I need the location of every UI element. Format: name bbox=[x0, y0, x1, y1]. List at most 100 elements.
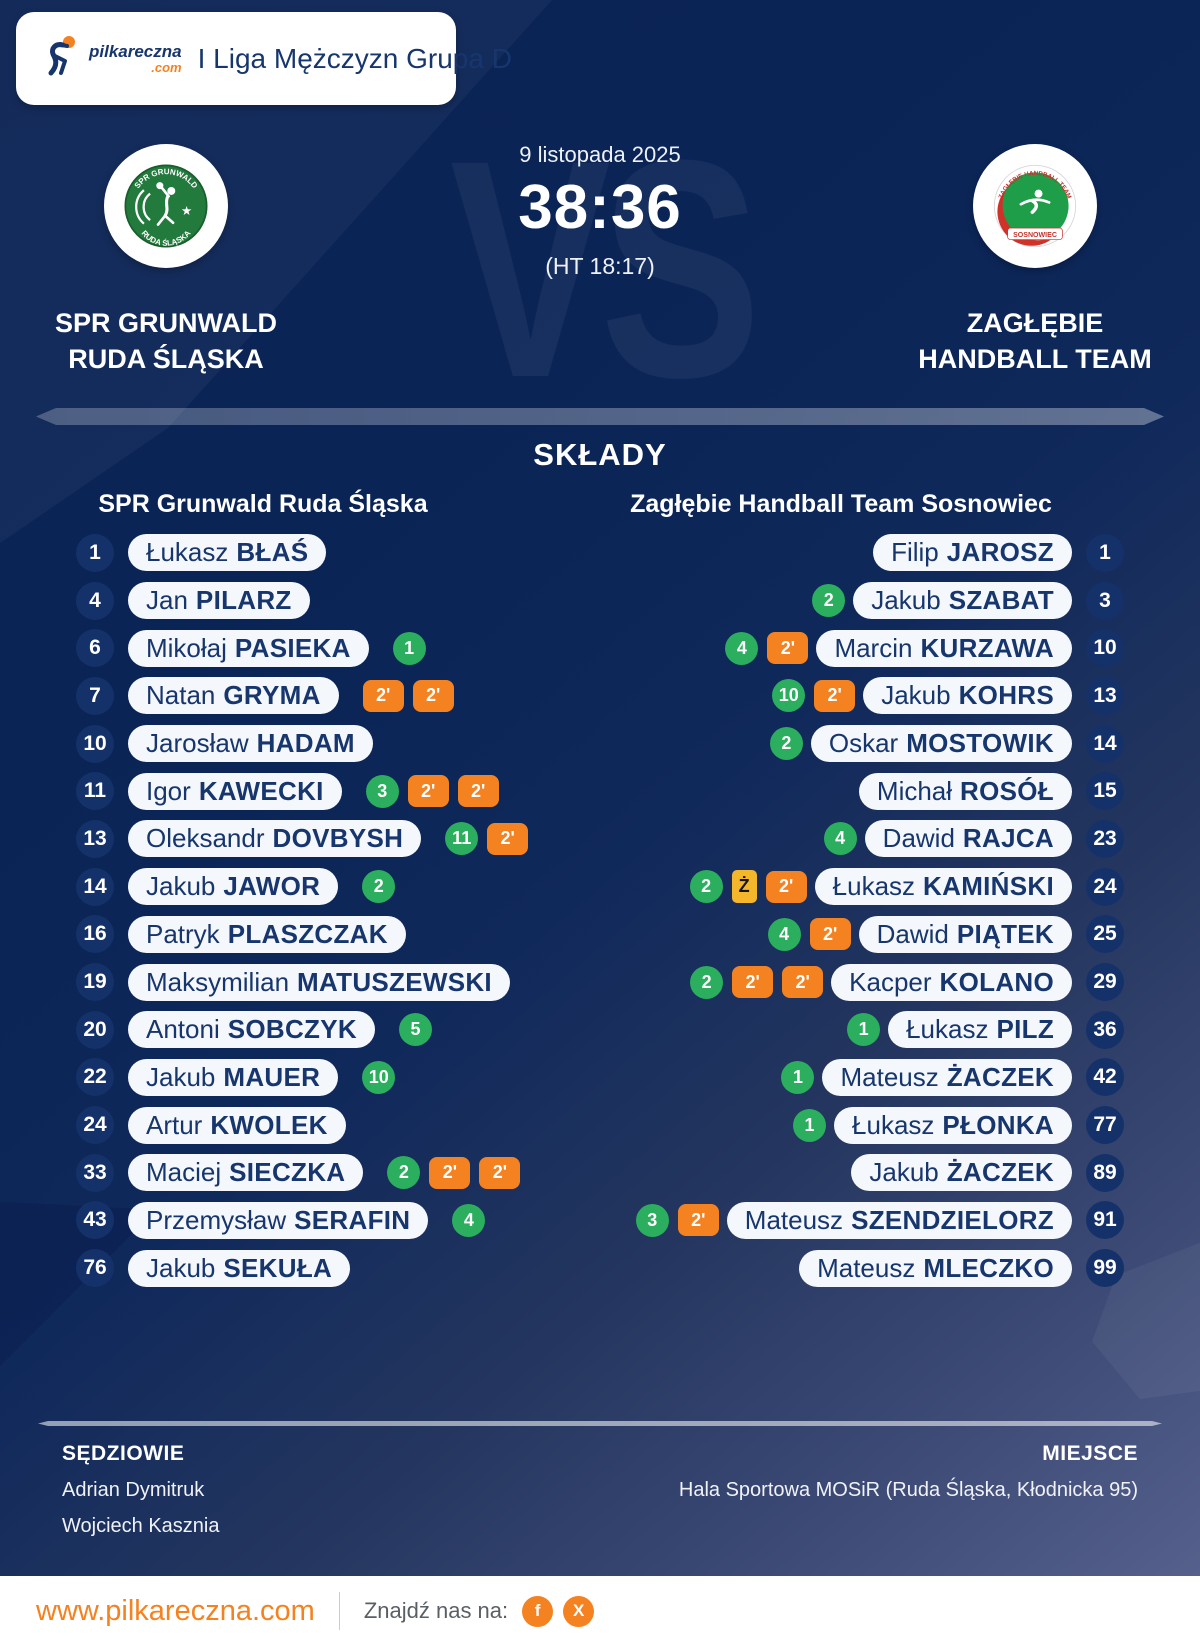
player-badges: 2' 2' bbox=[362, 679, 454, 712]
player-last-name: RAJCA bbox=[962, 823, 1054, 854]
player-last-name: BŁAŚ bbox=[236, 537, 309, 568]
goals-badge: 1 bbox=[781, 1060, 815, 1094]
two-minute-badge: 2' bbox=[767, 632, 809, 665]
player-first-name: Natan bbox=[146, 680, 216, 711]
player-name-pill: Artur KWOLEK bbox=[128, 1106, 346, 1144]
player-number: 77 bbox=[1086, 1106, 1124, 1145]
svg-text:★: ★ bbox=[181, 204, 192, 218]
player-number: 15 bbox=[1086, 772, 1124, 811]
player-first-name: Filip bbox=[891, 537, 939, 568]
player-badges: 1 bbox=[793, 1108, 827, 1142]
goals-badge: 4 bbox=[823, 822, 857, 856]
two-minute-badge: 2' bbox=[782, 966, 824, 999]
player-first-name: Oleksandr bbox=[146, 823, 265, 854]
player-number: 1 bbox=[1086, 533, 1124, 572]
home-team-name-line1: SPR GRUNWALD bbox=[55, 308, 277, 338]
player-row: 16 Patryk PLASZCZAK bbox=[76, 911, 600, 959]
player-last-name: PILZ bbox=[996, 1014, 1054, 1045]
player-number: 91 bbox=[1086, 1201, 1124, 1240]
player-number: 25 bbox=[1086, 915, 1124, 954]
player-name-pill: Patryk PLASZCZAK bbox=[128, 915, 406, 953]
player-row: 4 2' Dawid PIĄTEK 25 bbox=[600, 911, 1124, 959]
player-number: 1 bbox=[76, 533, 114, 572]
player-badges: 10 2' bbox=[772, 679, 856, 713]
home-team-logo: SPR GRUNWALD RUDA ŚLĄSKA ★ bbox=[104, 144, 228, 268]
player-name-pill: Maksymilian MATUSZEWSKI bbox=[128, 963, 510, 1001]
player-number: 23 bbox=[1086, 819, 1124, 858]
player-number: 22 bbox=[76, 1058, 114, 1097]
player-badges: 1 bbox=[847, 1013, 881, 1047]
player-row: 3 2' Mateusz SZENDZIELORZ 91 bbox=[600, 1197, 1124, 1245]
player-last-name: MLECZKO bbox=[923, 1252, 1054, 1283]
player-last-name: KAMIŃSKI bbox=[923, 871, 1054, 902]
player-first-name: Jarosław bbox=[146, 728, 249, 759]
player-first-name: Łukasz bbox=[146, 537, 229, 568]
player-row: 1 Łukasz BŁAŚ bbox=[76, 529, 600, 577]
player-first-name: Mateusz bbox=[840, 1061, 939, 1092]
two-minute-badge: 2' bbox=[809, 918, 851, 951]
player-row: Jakub ŻACZEK 89 bbox=[600, 1149, 1124, 1197]
player-row: 2 2' 2' Kacper KOLANO 29 bbox=[600, 958, 1124, 1006]
player-row: 76 Jakub SEKUŁA bbox=[76, 1244, 600, 1292]
section-divider bbox=[36, 408, 1164, 425]
player-number: 89 bbox=[1086, 1153, 1124, 1192]
player-first-name: Michał bbox=[876, 775, 953, 806]
player-name-pill: Igor KAWECKI bbox=[128, 772, 342, 810]
footer-separator bbox=[338, 1592, 340, 1630]
player-row: 4 Jan PILARZ bbox=[76, 577, 600, 625]
player-first-name: Dawid bbox=[882, 823, 955, 854]
match-halftime: (HT 18:17) bbox=[545, 253, 655, 279]
two-minute-badge: 2' bbox=[479, 1156, 521, 1189]
player-last-name: SZABAT bbox=[948, 585, 1054, 616]
player-last-name: DOVBYSH bbox=[272, 823, 404, 854]
x-icon[interactable]: X bbox=[563, 1595, 595, 1627]
goals-badge: 4 bbox=[725, 631, 759, 665]
home-lineup-header: SPR Grunwald Ruda Śląska bbox=[98, 490, 428, 518]
player-row: 1 Łukasz PŁONKA 77 bbox=[600, 1101, 1124, 1149]
goals-badge: 5 bbox=[398, 1013, 432, 1047]
player-first-name: Marcin bbox=[834, 632, 913, 663]
player-last-name: GRYMA bbox=[223, 680, 321, 711]
player-row: 6 Mikołaj PASIEKA 1 bbox=[76, 624, 600, 672]
referees-label: SĘDZIOWIE bbox=[62, 1442, 185, 1465]
player-badges: 2 bbox=[362, 870, 396, 904]
player-last-name: KOLANO bbox=[939, 966, 1054, 997]
player-badges: 1 bbox=[781, 1060, 815, 1094]
website-link[interactable]: www.pilkareczna.com bbox=[36, 1594, 315, 1627]
two-minute-badge: 2' bbox=[677, 1204, 719, 1237]
player-row: 2 Oskar MOSTOWIK 14 bbox=[600, 720, 1124, 768]
two-minute-badge: 2' bbox=[732, 966, 774, 999]
away-team-name: ZAGŁĘBIE HANDBALL TEAM bbox=[907, 306, 1163, 377]
player-first-name: Jan bbox=[146, 585, 188, 616]
player-first-name: Antoni bbox=[146, 1014, 220, 1045]
facebook-icon[interactable]: f bbox=[522, 1595, 554, 1627]
venue-name: Hala Sportowa MOSiR (Ruda Śląska, Kłodni… bbox=[678, 1479, 1138, 1501]
player-row: 4 2' Marcin KURZAWA 10 bbox=[600, 624, 1124, 672]
score-block: 9 listopada 2025 38:36 (HT 18:17) bbox=[390, 142, 810, 280]
player-row: 43 Przemysław SERAFIN 4 bbox=[76, 1197, 600, 1245]
goals-badge: 2 bbox=[362, 870, 396, 904]
player-first-name: Jakub bbox=[146, 1252, 216, 1283]
player-number: 19 bbox=[76, 963, 114, 1002]
player-last-name: JAROSZ bbox=[946, 537, 1054, 568]
player-number: 16 bbox=[76, 915, 114, 954]
player-first-name: Artur bbox=[146, 1109, 203, 1140]
player-number: 11 bbox=[76, 772, 114, 811]
two-minute-badge: 2' bbox=[412, 679, 454, 712]
player-number: 14 bbox=[76, 867, 114, 906]
brand-text: pilkareczna .com bbox=[89, 43, 182, 74]
header-card: pilkareczna .com I Liga Mężczyzn Grupa D bbox=[16, 12, 512, 105]
player-last-name: JAWOR bbox=[223, 871, 321, 902]
player-first-name: Jakub bbox=[871, 585, 941, 616]
goals-badge: 4 bbox=[452, 1203, 486, 1237]
match-score: 38:36 bbox=[518, 173, 682, 242]
social-icons: f X bbox=[522, 1595, 595, 1627]
player-last-name: KURZAWA bbox=[920, 632, 1054, 663]
player-first-name: Jakub bbox=[869, 1157, 939, 1188]
player-first-name: Igor bbox=[146, 775, 191, 806]
player-row: 4 Dawid RAJCA 23 bbox=[600, 815, 1124, 863]
player-number: 76 bbox=[76, 1249, 114, 1288]
player-number: 42 bbox=[1086, 1058, 1124, 1097]
player-last-name: ŻACZEK bbox=[946, 1157, 1054, 1188]
player-number: 13 bbox=[1086, 676, 1124, 715]
